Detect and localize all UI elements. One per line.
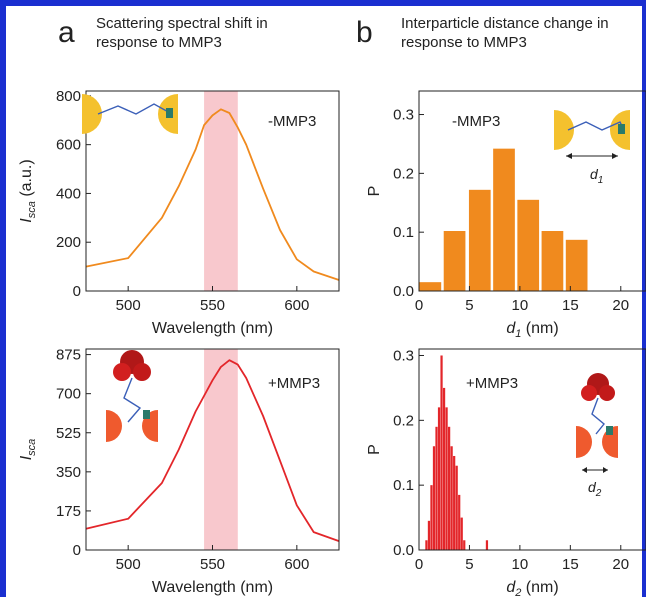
histogram-bar	[443, 231, 466, 291]
x-tick-label: 20	[612, 556, 629, 573]
panel-a-heading-line1: Scattering spectral shift in	[96, 15, 268, 32]
figure-canvas: a Scattering spectral shift in response …	[18, 15, 647, 599]
panel-a-heading-line2: response to MMP3	[96, 34, 222, 51]
condition-annotation: +MMP3	[268, 375, 320, 392]
x-axis-label: Wavelength (nm)	[152, 320, 273, 337]
histogram-bar	[541, 231, 564, 291]
x-tick-label: 600	[284, 297, 309, 314]
y-axis-label: P	[366, 186, 383, 197]
y-tick-label: 0.2	[393, 165, 414, 182]
x-tick-label: 15	[562, 556, 579, 573]
y-tick-label: 800	[56, 88, 81, 105]
x-tick-label: 550	[200, 297, 225, 314]
histogram-bar	[445, 407, 448, 550]
x-tick-label: 15	[562, 297, 579, 314]
histogram-bar	[458, 494, 461, 550]
histogram-bar	[517, 199, 540, 291]
chart-b-top: 0 5 10 15 20 0.0 0.1 0.2 0.3 d1 (nm) P -MMP3 d1	[366, 90, 647, 340]
histogram-bar	[440, 355, 443, 550]
panel-b-heading-line1: Interparticle distance change in	[401, 15, 609, 32]
y-tick-label: 700	[56, 386, 81, 403]
histogram-bar	[468, 189, 491, 291]
panel-b-letter: b	[356, 16, 373, 49]
histogram-bar	[437, 407, 441, 550]
y-tick-label: 0.0	[393, 542, 414, 559]
histogram-bar	[455, 465, 458, 550]
y-tick-label: 875	[56, 347, 81, 364]
x-tick-label: 550	[200, 556, 225, 573]
highlight-band	[204, 349, 238, 550]
histogram-bar	[460, 517, 463, 550]
histogram-bar	[442, 387, 446, 550]
histogram-bar	[493, 148, 515, 291]
histogram-bar	[430, 485, 433, 550]
x-tick-label: 500	[116, 297, 141, 314]
chart-a-top: 500 550 600 0 200 400 600 800 Wavelength (nm) Isc…	[18, 88, 340, 337]
histogram-bar	[450, 446, 453, 550]
x-tick-label: 10	[512, 297, 529, 314]
y-tick-label: 0.1	[393, 477, 414, 494]
x-tick-label: 500	[116, 556, 141, 573]
histogram-bar	[453, 455, 456, 550]
x-tick-label: 5	[465, 297, 473, 314]
y-axis-label: Isca	[18, 439, 38, 461]
nanoparticle-pair-schematic-a-top	[82, 94, 178, 134]
panel-b-heading-line2: response to MMP3	[401, 34, 527, 51]
spectrum-line	[85, 359, 340, 542]
x-tick-label: 600	[284, 556, 309, 573]
x-tick-label: 5	[465, 556, 473, 573]
panel-a-letter: a	[58, 16, 75, 49]
y-axis-label: P	[366, 444, 383, 455]
x-axis-label: d2 (nm)	[506, 579, 558, 597]
distance-symbol-label: d2	[588, 479, 602, 499]
y-tick-label: 400	[56, 185, 81, 202]
condition-annotation: -MMP3	[268, 113, 316, 130]
y-tick-label: 0.3	[393, 107, 414, 124]
nanoparticle-pair-schematic-b-bottom	[576, 373, 618, 473]
chart-b-bottom: 0 5 10 15 20 0.0 0.1 0.2 0.3 d2 (nm) P +MMP3 d2	[366, 347, 647, 599]
nanoparticle-pair-schematic-b-top	[554, 110, 630, 159]
histogram-bar	[425, 540, 428, 550]
x-tick-label: 10	[512, 556, 529, 573]
condition-annotation: +MMP3	[466, 375, 518, 392]
y-tick-label: 0.0	[393, 283, 414, 300]
y-tick-label: 0	[73, 542, 81, 559]
nanoparticle-pair-schematic-a-bottom	[106, 350, 158, 442]
y-tick-label: 600	[56, 137, 81, 154]
x-axis-label: Wavelength (nm)	[152, 579, 273, 596]
distance-symbol-label: d1	[590, 166, 603, 186]
x-tick-label: 0	[415, 556, 423, 573]
y-tick-label: 0.1	[393, 224, 414, 241]
y-tick-label: 0	[73, 283, 81, 300]
y-tick-label: 350	[56, 464, 81, 481]
histogram-bar	[463, 540, 466, 550]
histogram-bar	[432, 446, 436, 550]
y-axis-label: Isca (a.u.)	[18, 159, 38, 222]
histogram-bar	[419, 282, 442, 291]
x-axis-label: d1 (nm)	[506, 320, 558, 340]
y-tick-label: 0.3	[393, 347, 414, 364]
chart-a-bottom: 500 550 600 0 175 350 525 700 875 Wavelength (nm)…	[18, 347, 340, 596]
histogram-bar	[435, 426, 438, 550]
condition-annotation: -MMP3	[452, 113, 500, 130]
x-tick-label: 20	[612, 297, 629, 314]
y-tick-label: 525	[56, 425, 81, 442]
highlight-band	[204, 91, 238, 291]
y-tick-label: 175	[56, 503, 81, 520]
histogram-bar	[485, 540, 489, 550]
histogram-bar	[427, 520, 431, 550]
histogram-bar	[565, 239, 588, 291]
x-tick-label: 0	[415, 297, 423, 314]
y-tick-label: 200	[56, 234, 81, 251]
y-tick-label: 0.2	[393, 412, 414, 429]
histogram-bar	[448, 426, 451, 550]
spectrum-line	[85, 108, 340, 281]
